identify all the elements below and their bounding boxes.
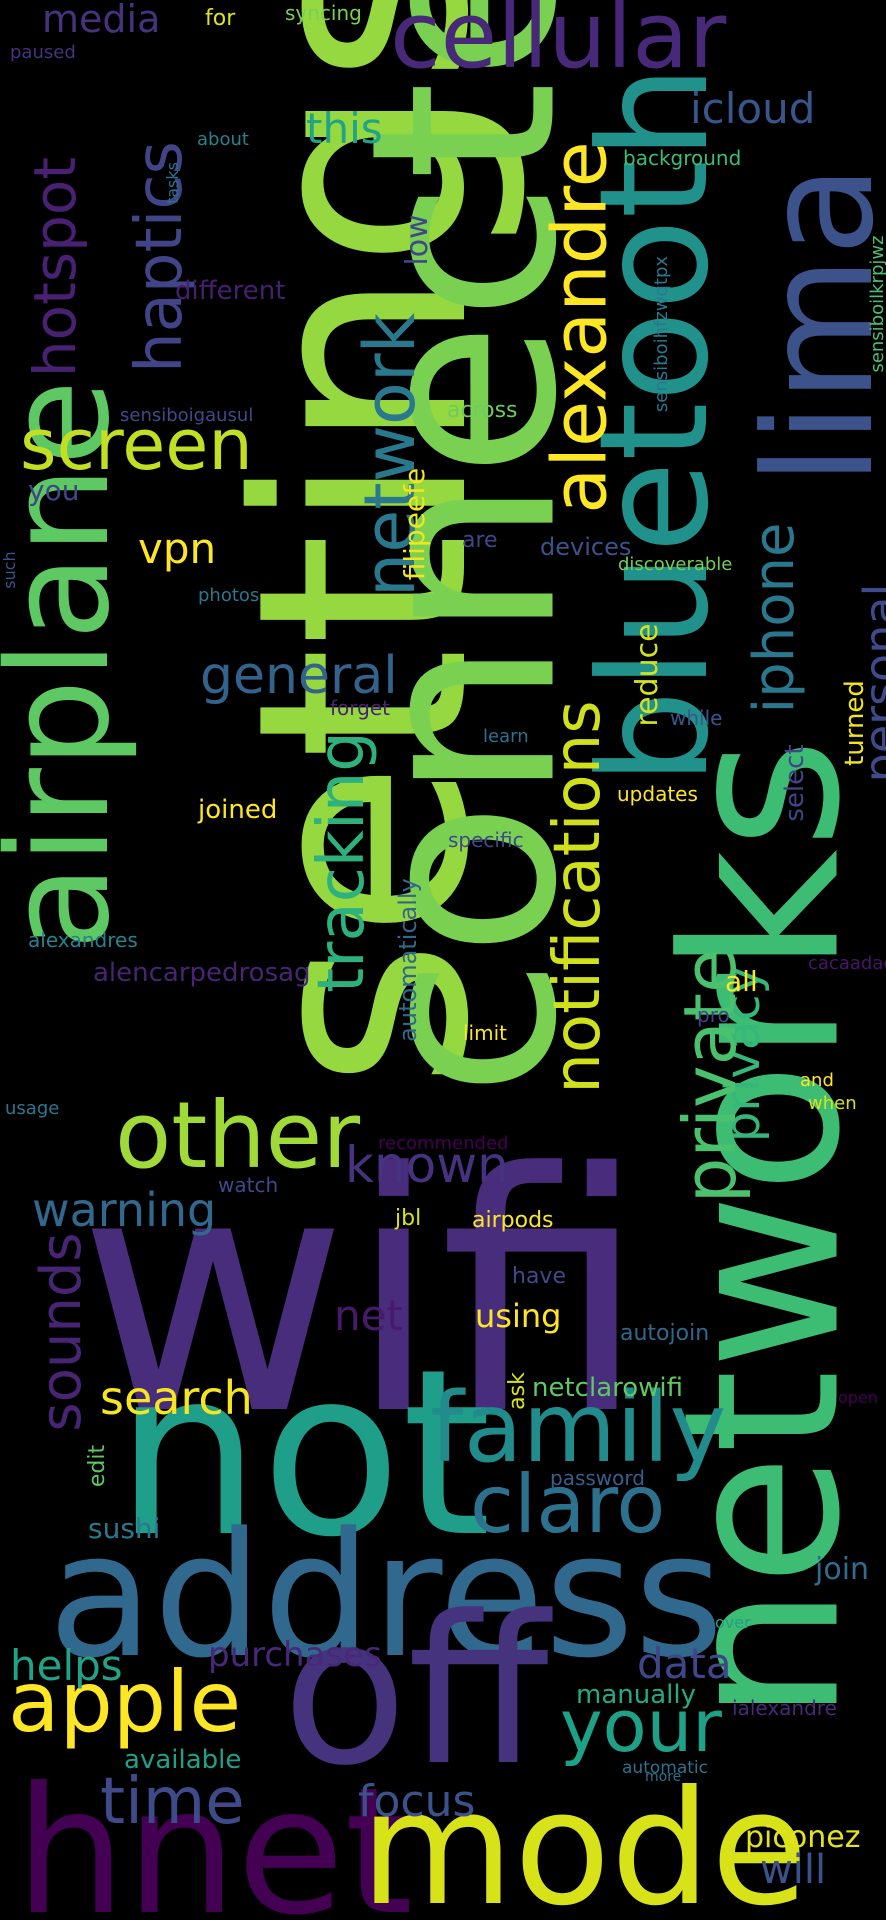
word-ask: ask	[505, 1372, 530, 1410]
word-media: media	[42, 0, 161, 41]
word-time: time	[100, 1765, 245, 1839]
word-general: general	[200, 646, 398, 706]
word-manually: manually	[576, 1680, 696, 1710]
word-net: net	[334, 1291, 403, 1340]
word-cacaadac: cacaadac	[808, 953, 886, 974]
word-hotspot: hotspot	[21, 156, 89, 378]
word-private: private	[668, 948, 752, 1204]
word-known: known	[345, 1136, 509, 1194]
word-data: data	[637, 1639, 732, 1688]
word-notifications: notifications	[541, 700, 615, 1094]
word-your: your	[560, 1684, 722, 1768]
word-apple: apple	[8, 1653, 242, 1751]
word-you: you	[28, 474, 80, 507]
word-about: about	[197, 129, 249, 150]
word-mode: mode	[360, 1757, 809, 1920]
word-when: when	[808, 1093, 857, 1114]
word-sensiboigausul: sensiboigausul	[120, 405, 254, 426]
word-devices: devices	[540, 533, 632, 561]
word-address: address	[48, 1495, 724, 1696]
word-forget: forget	[330, 696, 390, 720]
word-sensiboihfzwqtpx: sensiboihfzwqtpx	[651, 255, 672, 413]
word-warning: warning	[32, 1183, 217, 1237]
word-jbl: jbl	[395, 1206, 422, 1231]
word-across: across	[447, 398, 518, 423]
word-search: search	[100, 1371, 253, 1425]
word-haptics: haptics	[123, 141, 197, 373]
word-available: available	[124, 1745, 242, 1775]
word-piconez: piconez	[745, 1820, 861, 1855]
word-limit: limit	[463, 1021, 507, 1045]
word-wifi: wifi	[78, 1103, 648, 1487]
word-iphone: iphone	[742, 522, 807, 714]
word-photos: photos	[198, 585, 260, 606]
word-airpods: airpods	[472, 1208, 554, 1233]
word-icloud: icloud	[690, 84, 816, 133]
word-alexandres: alexandres	[28, 928, 138, 952]
word-turned: turned	[840, 680, 870, 766]
word-not: not	[115, 1321, 492, 1588]
word-this: this	[306, 104, 383, 153]
word-claro: claro	[470, 1458, 666, 1551]
word-over: over	[715, 1613, 751, 1632]
word-background: background	[623, 146, 742, 170]
word-discoverable: discoverable	[618, 554, 733, 575]
word-tracking: tracking	[305, 731, 379, 993]
word-low: low	[400, 214, 435, 266]
word-watch: watch	[218, 1173, 279, 1197]
word-autojoin: autojoin	[620, 1321, 710, 1346]
word-and: and	[800, 1070, 834, 1091]
word-netclarowifi: netclarowifi	[532, 1373, 684, 1403]
word-using: using	[475, 1297, 562, 1335]
word-joined: joined	[198, 795, 278, 825]
word-ialexandre: ialexandre	[732, 1696, 837, 1720]
word-automatically: automatically	[394, 878, 422, 1042]
word-are: are	[462, 528, 498, 553]
word-edit: edit	[85, 1444, 110, 1488]
word-pro: pro	[697, 1003, 730, 1027]
word-sushi: sushi	[88, 1512, 161, 1545]
word-for: for	[205, 6, 236, 31]
word-alencarpedrosag: alencarpedrosag	[93, 958, 311, 988]
word-specific: specific	[448, 828, 524, 852]
word-automatic: automatic	[622, 1758, 708, 1778]
word-sensiboilkrpjwz: sensiboilkrpjwz	[867, 235, 886, 373]
word-other: other	[115, 1082, 361, 1189]
word-reduce: reduce	[630, 623, 665, 727]
word-such: such	[0, 551, 19, 589]
word-tasks: tasks	[163, 162, 182, 205]
word-learn: learn	[483, 726, 529, 747]
word-screen: screen	[20, 404, 253, 486]
word-helps: helps	[10, 1641, 123, 1690]
word-hnet: hnet	[15, 1751, 414, 1920]
word-paused: paused	[10, 42, 76, 63]
word-syncing: syncing	[285, 1, 362, 25]
word-alexandre: alexandre	[535, 141, 624, 514]
word-password: password	[550, 1466, 645, 1490]
word-cellular: cellular	[390, 0, 727, 89]
word-all: all	[725, 965, 758, 998]
word-updates: updates	[617, 782, 698, 806]
word-will: will	[760, 1847, 827, 1893]
word-off: off	[282, 1573, 549, 1811]
word-more: more	[645, 1769, 682, 1785]
word-recommended: recommended	[378, 1133, 509, 1154]
word-focus: focus	[358, 1776, 476, 1827]
word-usage: usage	[5, 1098, 60, 1119]
word-filipeefe: filipeefe	[398, 467, 431, 581]
word-lima: lima	[733, 164, 886, 486]
word-sounds: sounds	[29, 1232, 94, 1432]
word-purchases: purchases	[208, 1635, 382, 1675]
word-family: family	[430, 1372, 727, 1484]
word-open: open	[838, 1388, 878, 1407]
word-different: different	[175, 276, 286, 306]
word-have: have	[512, 1264, 566, 1289]
word-join: join	[815, 1552, 870, 1587]
word-select: select	[780, 744, 810, 822]
word-while: while	[670, 706, 723, 730]
word-vpn: vpn	[138, 524, 217, 573]
